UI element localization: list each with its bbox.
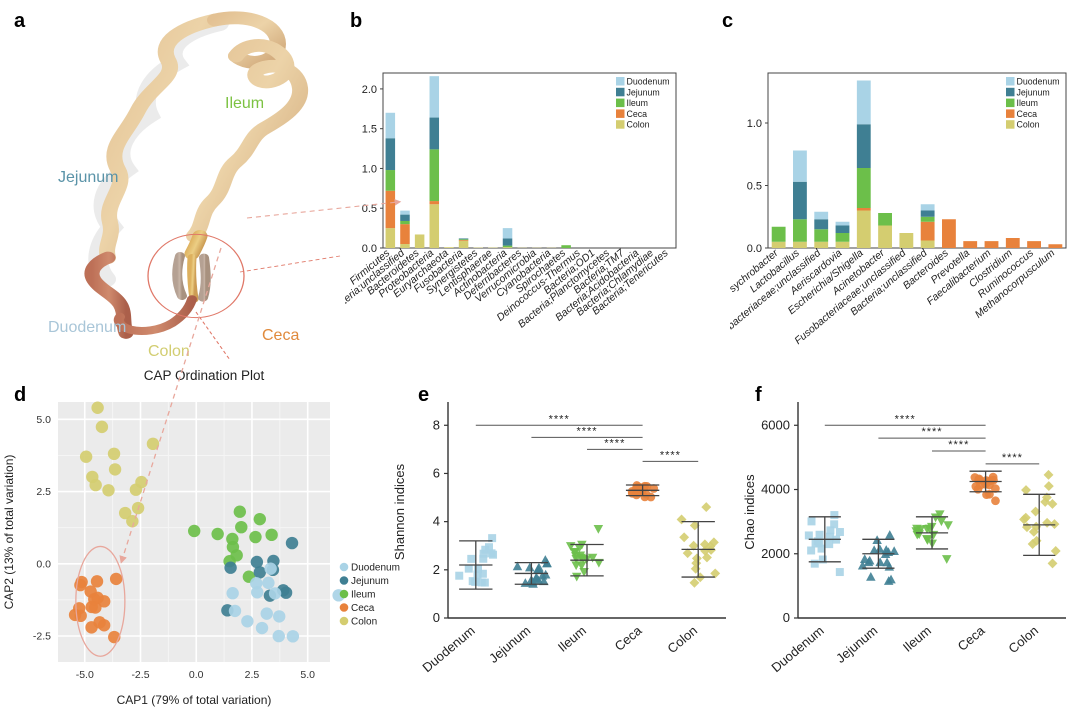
svg-text:Duodenum: Duodenum bbox=[1017, 77, 1060, 87]
svg-text:Ceca: Ceca bbox=[612, 622, 645, 653]
svg-text:Jejunum: Jejunum bbox=[833, 623, 880, 666]
svg-text:-2.5: -2.5 bbox=[131, 669, 149, 681]
svg-text:Jejunum: Jejunum bbox=[486, 623, 533, 666]
svg-text:1.0: 1.0 bbox=[362, 163, 377, 175]
svg-text:Ileum: Ileum bbox=[1017, 98, 1039, 108]
svg-text:CAP2 (13% of total variation): CAP2 (13% of total variation) bbox=[2, 455, 16, 610]
svg-text:0.0: 0.0 bbox=[747, 243, 762, 255]
svg-text:Colon: Colon bbox=[1005, 623, 1041, 656]
svg-text:Duodenum: Duodenum bbox=[48, 319, 126, 336]
svg-text:1.0: 1.0 bbox=[747, 118, 762, 130]
svg-text:-2.5: -2.5 bbox=[33, 631, 51, 643]
svg-text:****: **** bbox=[1002, 452, 1023, 464]
svg-text:Ileum: Ileum bbox=[555, 623, 589, 655]
svg-text:-5.0: -5.0 bbox=[76, 669, 94, 681]
svg-text:****: **** bbox=[921, 426, 942, 438]
svg-text:0.0: 0.0 bbox=[36, 558, 51, 570]
svg-text:Jejunum: Jejunum bbox=[351, 576, 389, 587]
svg-text:4000: 4000 bbox=[761, 482, 790, 497]
svg-text:2.5: 2.5 bbox=[36, 486, 51, 498]
svg-text:****: **** bbox=[576, 425, 597, 437]
svg-text:CAP1 (79% of total variation): CAP1 (79% of total variation) bbox=[117, 693, 272, 707]
svg-text:4: 4 bbox=[433, 514, 440, 529]
svg-text:Ceca: Ceca bbox=[351, 603, 375, 614]
svg-text:Ceca: Ceca bbox=[1017, 109, 1038, 119]
svg-text:8: 8 bbox=[433, 417, 440, 432]
svg-text:Ileum: Ileum bbox=[627, 98, 649, 108]
svg-text:Ileum: Ileum bbox=[351, 590, 375, 601]
svg-text:Chao indices: Chao indices bbox=[742, 474, 757, 550]
svg-text:Duodenum: Duodenum bbox=[419, 623, 477, 675]
svg-text:CAP Ordination Plot: CAP Ordination Plot bbox=[144, 368, 265, 383]
svg-text:Colon: Colon bbox=[664, 623, 700, 656]
svg-text:2.5: 2.5 bbox=[245, 669, 260, 681]
svg-text:6000: 6000 bbox=[761, 417, 790, 432]
svg-text:2: 2 bbox=[433, 562, 440, 577]
svg-text:****: **** bbox=[549, 413, 570, 425]
svg-text:****: **** bbox=[660, 449, 681, 461]
svg-text:Ileum: Ileum bbox=[900, 623, 934, 655]
svg-text:****: **** bbox=[604, 437, 625, 449]
svg-text:Colon: Colon bbox=[148, 343, 190, 360]
svg-text:0: 0 bbox=[433, 610, 440, 625]
svg-text:****: **** bbox=[895, 413, 916, 425]
svg-text:0.0: 0.0 bbox=[189, 669, 204, 681]
svg-text:Colon: Colon bbox=[627, 120, 650, 130]
svg-text:****: **** bbox=[948, 439, 969, 451]
svg-text:Jejunum: Jejunum bbox=[58, 169, 118, 186]
svg-text:2.0: 2.0 bbox=[362, 84, 377, 96]
svg-text:Duodenum: Duodenum bbox=[768, 623, 826, 675]
svg-text:0.5: 0.5 bbox=[747, 181, 762, 193]
svg-text:Colon: Colon bbox=[1017, 120, 1040, 130]
svg-text:Ceca: Ceca bbox=[627, 109, 648, 119]
svg-text:Ileum: Ileum bbox=[225, 95, 264, 112]
svg-text:Ceca: Ceca bbox=[262, 327, 299, 344]
svg-text:2000: 2000 bbox=[761, 546, 790, 561]
svg-text:Jejunum: Jejunum bbox=[1017, 87, 1050, 97]
svg-text:Shannon indices: Shannon indices bbox=[392, 463, 407, 560]
svg-text:0.0: 0.0 bbox=[362, 243, 377, 255]
svg-text:Jejunum: Jejunum bbox=[627, 87, 660, 97]
svg-text:1.5: 1.5 bbox=[362, 124, 377, 136]
svg-text:5.0: 5.0 bbox=[36, 414, 51, 426]
svg-text:0: 0 bbox=[783, 610, 790, 625]
svg-text:Ceca: Ceca bbox=[955, 622, 988, 653]
svg-text:6: 6 bbox=[433, 465, 440, 480]
svg-text:5.0: 5.0 bbox=[300, 669, 315, 681]
svg-text:Duodenum: Duodenum bbox=[627, 77, 670, 87]
svg-text:0.5: 0.5 bbox=[362, 203, 377, 215]
svg-text:Colon: Colon bbox=[351, 617, 377, 628]
